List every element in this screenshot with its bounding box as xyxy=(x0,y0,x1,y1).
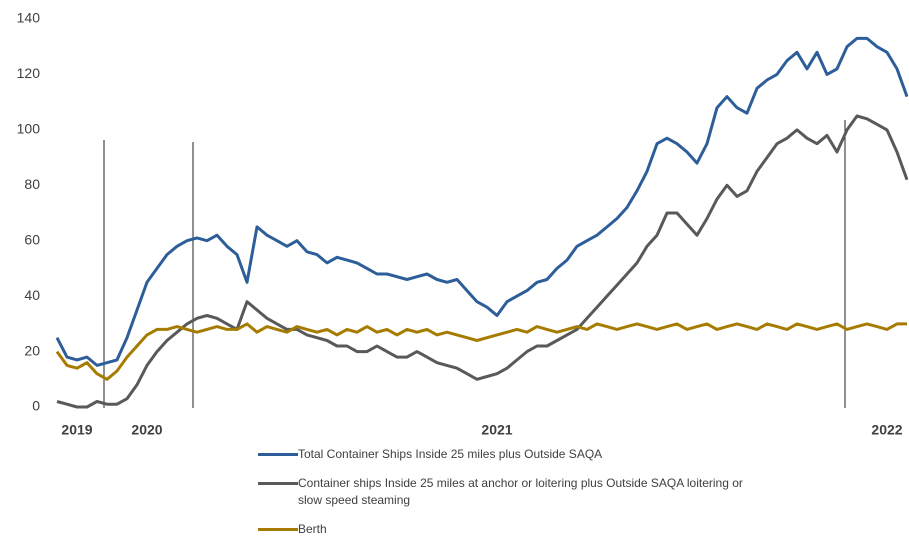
series-line xyxy=(55,36,909,367)
x-tick-label: 2020 xyxy=(131,422,162,438)
legend-item: Container ships Inside 25 miles at ancho… xyxy=(258,475,778,509)
legend-swatch xyxy=(258,482,298,485)
y-tick-label: 120 xyxy=(17,65,41,81)
series-line xyxy=(55,322,907,381)
legend-label: Total Container Ships Inside 25 miles pl… xyxy=(298,447,603,461)
series-line xyxy=(56,114,909,409)
legend-swatch xyxy=(258,453,298,456)
x-tick-label: 2022 xyxy=(871,422,902,438)
legend-item: Total Container Ships Inside 25 miles pl… xyxy=(258,446,778,463)
chart: 0 20 40 60 80 100 120 140 2019 2020 2021 2022 xyxy=(17,10,909,438)
y-tick-label: 100 xyxy=(17,121,41,137)
y-tick-label: 0 xyxy=(32,398,40,414)
legend: Total Container Ships Inside 25 miles pl… xyxy=(258,446,778,550)
legend-swatch xyxy=(258,528,298,531)
y-tick-label: 140 xyxy=(17,10,41,26)
legend-label: Container ships Inside 25 miles at ancho… xyxy=(298,476,743,507)
x-tick-label: 2019 xyxy=(61,422,92,438)
legend-label: Berth xyxy=(298,522,327,536)
x-tick-label: 2021 xyxy=(481,422,512,438)
y-tick-label: 60 xyxy=(24,231,40,247)
y-tick-label: 20 xyxy=(24,342,40,358)
page: {"chart_data": {"type": "line", "categor… xyxy=(16,9,909,536)
legend-item: Berth xyxy=(258,521,778,538)
y-tick-label: 80 xyxy=(24,176,40,192)
y-tick-label: 40 xyxy=(24,287,40,303)
